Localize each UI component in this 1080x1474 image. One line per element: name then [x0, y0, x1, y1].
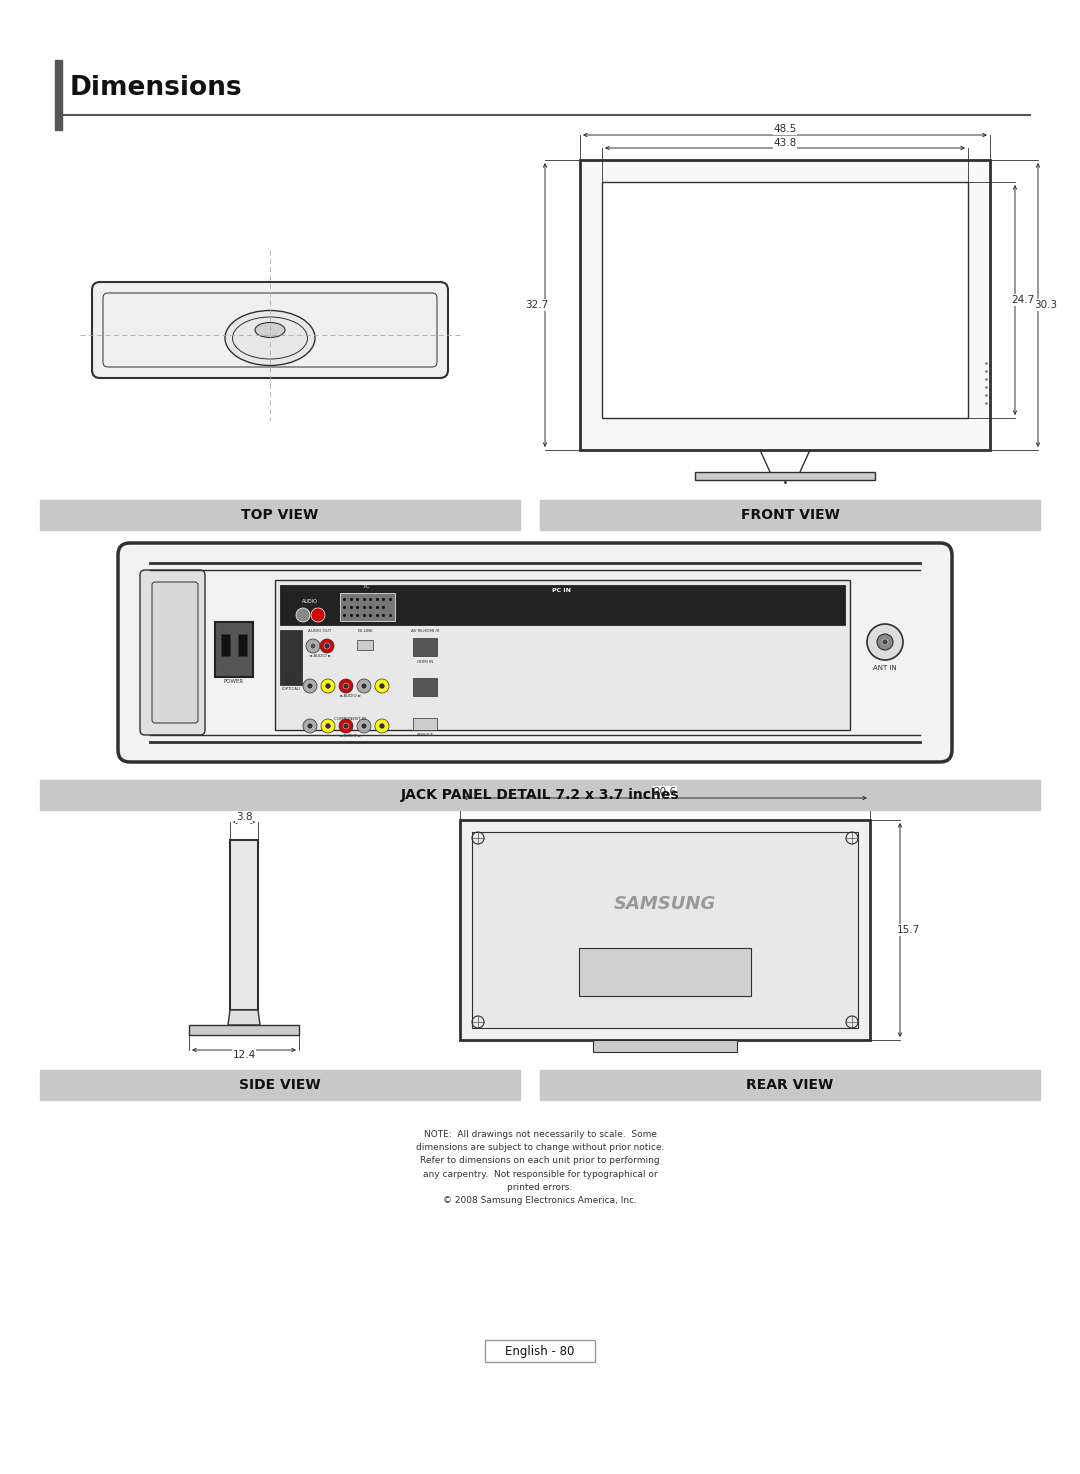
Text: AUDIO: AUDIO [302, 598, 318, 604]
Text: COMPONENT IN: COMPONENT IN [334, 716, 366, 721]
Text: REAR VIEW: REAR VIEW [746, 1077, 834, 1092]
Circle shape [321, 719, 335, 733]
Circle shape [361, 724, 367, 730]
Circle shape [307, 682, 313, 688]
Bar [40, 780, 1040, 811]
Circle shape [339, 680, 353, 693]
Circle shape [361, 682, 367, 688]
Circle shape [343, 724, 349, 730]
Text: 24.7: 24.7 [1011, 295, 1035, 305]
Text: JACK PANEL DETAIL 7.2 x 3.7 inches: JACK PANEL DETAIL 7.2 x 3.7 inches [401, 789, 679, 802]
Bar [238, 634, 247, 656]
Bar [40, 500, 519, 531]
Bar [460, 820, 870, 1041]
Text: SIDE VIEW: SIDE VIEW [239, 1077, 321, 1092]
Text: ◄ AUDIO ►: ◄ AUDIO ► [309, 654, 332, 657]
Bar [40, 1070, 519, 1100]
Text: AUDIO OUT: AUDIO OUT [308, 629, 332, 632]
Circle shape [320, 640, 334, 653]
Text: SAMSUNG: SAMSUNG [613, 895, 716, 912]
Circle shape [379, 682, 384, 688]
FancyBboxPatch shape [140, 570, 205, 736]
Text: PC: PC [364, 584, 370, 590]
Bar [540, 1070, 1040, 1100]
Text: FRONT VIEW: FRONT VIEW [741, 509, 839, 522]
Text: ◄ AUDIO ►: ◄ AUDIO ► [339, 694, 361, 699]
Circle shape [324, 643, 330, 649]
Circle shape [303, 680, 318, 693]
Ellipse shape [255, 323, 285, 338]
Text: PC IN: PC IN [553, 588, 571, 593]
Text: DIGITAL
AUDIO
OUT
(OPTICAL): DIGITAL AUDIO OUT (OPTICAL) [281, 674, 300, 691]
Text: 3.8: 3.8 [235, 812, 253, 822]
Text: 48.5: 48.5 [773, 124, 797, 134]
Text: ANT IN: ANT IN [873, 665, 896, 671]
Circle shape [296, 607, 310, 622]
Bar [230, 840, 258, 1010]
FancyBboxPatch shape [152, 582, 198, 724]
Text: English - 80: English - 80 [505, 1344, 575, 1358]
Bar [189, 1024, 299, 1035]
Text: SERVICE: SERVICE [416, 733, 434, 737]
Bar [221, 634, 230, 656]
Text: EX-LINK: EX-LINK [357, 629, 373, 632]
Text: 15.7: 15.7 [896, 926, 920, 935]
Bar [696, 472, 875, 481]
Circle shape [303, 719, 318, 733]
Text: 32.7: 32.7 [525, 301, 549, 310]
Circle shape [339, 719, 353, 733]
Text: 12.4: 12.4 [232, 1049, 256, 1060]
Text: AV IN-HDMI /0: AV IN-HDMI /0 [410, 629, 440, 632]
Circle shape [877, 634, 893, 650]
Text: Dimensions: Dimensions [70, 75, 243, 102]
Circle shape [882, 640, 888, 646]
Circle shape [375, 719, 389, 733]
Bar [413, 638, 437, 656]
FancyBboxPatch shape [118, 542, 951, 762]
Bar [472, 831, 858, 1027]
Ellipse shape [225, 311, 315, 366]
Bar [580, 161, 990, 450]
Circle shape [321, 680, 335, 693]
Text: NOTE:  All drawings not necessarily to scale.  Some
dimensions are subject to ch: NOTE: All drawings not necessarily to sc… [416, 1131, 664, 1206]
Bar [275, 579, 850, 730]
Circle shape [357, 719, 372, 733]
Circle shape [357, 680, 372, 693]
Circle shape [867, 624, 903, 660]
Text: 43.8: 43.8 [773, 139, 797, 147]
Text: TOP VIEW: TOP VIEW [241, 509, 319, 522]
Bar [340, 593, 395, 621]
Text: ◄ AUDIO ►: ◄ AUDIO ► [339, 734, 361, 738]
Circle shape [325, 682, 330, 688]
Circle shape [343, 682, 349, 688]
Text: 20.6: 20.6 [653, 787, 676, 797]
Bar [357, 640, 373, 650]
Circle shape [379, 724, 384, 730]
Bar [485, 1340, 595, 1362]
Bar [413, 718, 437, 730]
Text: POWER: POWER [224, 680, 244, 684]
Text: 30.3: 30.3 [1035, 301, 1057, 310]
Bar [215, 622, 253, 677]
Bar [579, 948, 751, 996]
Bar [413, 678, 437, 696]
FancyBboxPatch shape [92, 282, 448, 377]
Bar [593, 1041, 737, 1052]
Circle shape [306, 640, 320, 653]
Circle shape [325, 724, 330, 730]
Circle shape [311, 607, 325, 622]
Bar [540, 500, 1040, 531]
Circle shape [310, 643, 316, 649]
Ellipse shape [232, 317, 308, 360]
Circle shape [307, 724, 313, 730]
Bar [280, 629, 302, 685]
Bar [602, 181, 968, 419]
Circle shape [375, 680, 389, 693]
Bar [280, 585, 845, 625]
Bar [55, 60, 62, 130]
Text: HDMI IN: HDMI IN [417, 660, 433, 663]
Polygon shape [228, 1010, 260, 1024]
